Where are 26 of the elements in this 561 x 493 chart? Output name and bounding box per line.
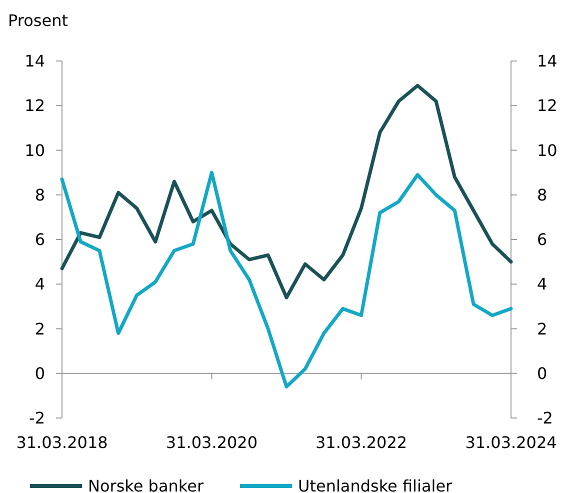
legend-label: Norske banker (88, 476, 204, 493)
y-tick-label: 10 (24, 140, 45, 160)
y-tick-label: 2 (34, 319, 45, 338)
y2-tick-label: 0 (537, 364, 548, 383)
y2-tick-label: -2 (537, 408, 553, 428)
x-tick-label: 31.03.2024 (465, 433, 557, 452)
y2-tick-label: 6 (537, 230, 548, 250)
y-tick-label: 4 (34, 274, 45, 294)
y-tick-label: 14 (24, 52, 45, 71)
y2-tick-label: 14 (537, 52, 558, 71)
y-tick-label: 8 (34, 185, 45, 204)
y2-tick-label: 8 (537, 185, 548, 204)
x-tick-label: 31.03.2018 (16, 433, 108, 452)
y2-tick-label: 2 (537, 319, 548, 338)
y-axis-title: Prosent (8, 11, 68, 30)
line-series (60, 84, 513, 300)
y-tick-label: -2 (29, 408, 45, 428)
y2-tick-label: 10 (537, 140, 558, 160)
y-tick-label: 6 (34, 230, 45, 250)
y2-tick-label: 12 (537, 96, 558, 116)
x-tick-label: 31.03.2020 (166, 433, 258, 452)
x-tick-label: 31.03.2022 (315, 433, 408, 452)
y2-tick-label: 4 (537, 274, 548, 294)
y-tick-label: 0 (34, 364, 45, 383)
y-tick-label: 12 (24, 96, 45, 116)
legend-label: Utenlandske filialer (298, 476, 453, 493)
